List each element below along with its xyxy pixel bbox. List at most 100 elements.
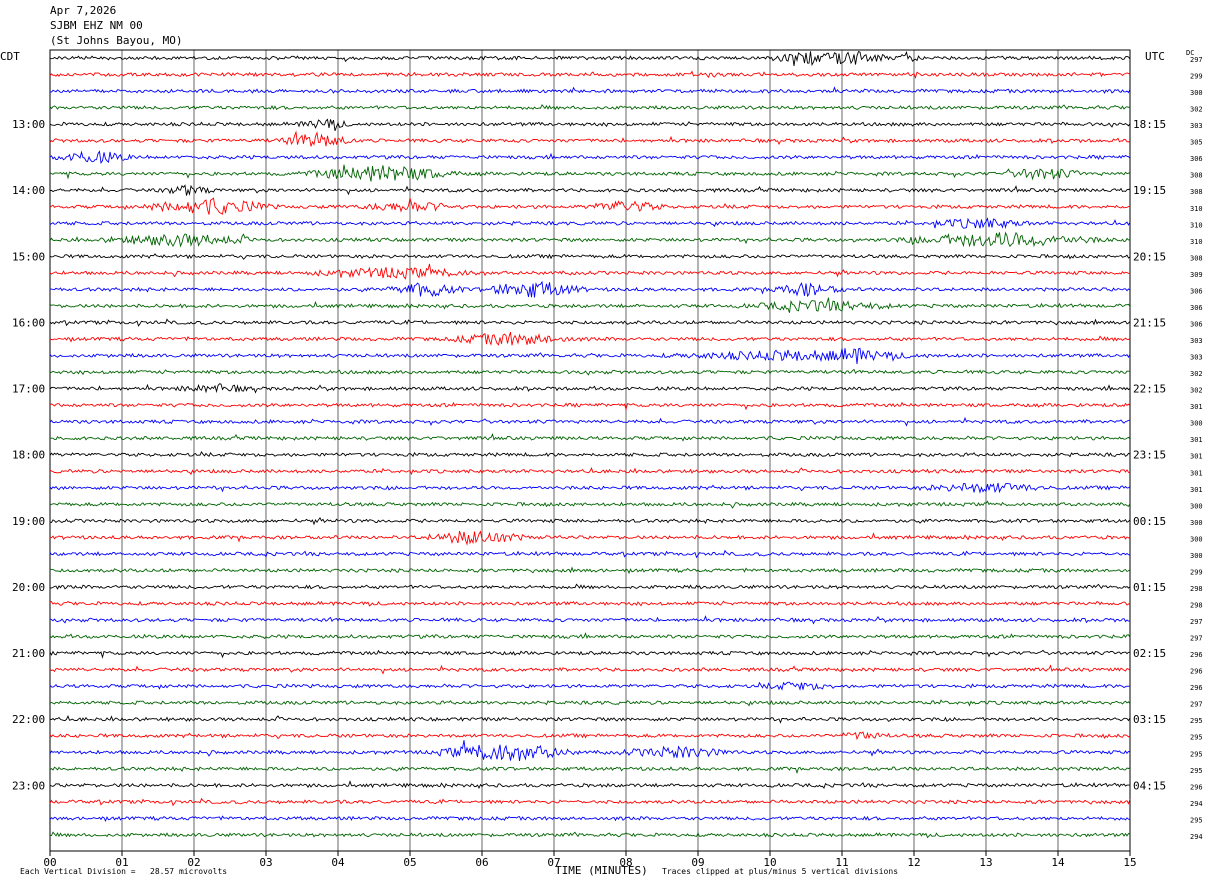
x-tick-label: 13 bbox=[979, 856, 992, 869]
x-tick-label: 08 bbox=[619, 856, 632, 869]
left-hour-label: 22:00 bbox=[12, 713, 45, 726]
plot-frame bbox=[49, 49, 1131, 852]
trace-row-4 bbox=[49, 118, 1131, 131]
clip-note: Traces clipped at plus/minus 5 vertical … bbox=[662, 867, 899, 876]
dc-offset-value: 301 bbox=[1190, 403, 1203, 411]
dc-offset-value: 295 bbox=[1190, 750, 1203, 758]
dc-offset-value: 294 bbox=[1190, 800, 1203, 808]
trace-row-3 bbox=[49, 104, 1131, 111]
left-hour-label: 20:00 bbox=[12, 581, 45, 594]
dc-offset-value: 300 bbox=[1190, 89, 1203, 97]
trace-row-2 bbox=[49, 86, 1131, 94]
dc-offset-value: 303 bbox=[1190, 337, 1203, 345]
left-hour-label: 18:00 bbox=[12, 449, 45, 462]
dc-offset-value: 295 bbox=[1190, 717, 1203, 725]
left-timezone-label: CDT bbox=[0, 50, 20, 63]
plot-date: Apr 7,2026 bbox=[50, 4, 117, 17]
trace-row-26 bbox=[49, 482, 1131, 494]
trace-row-0 bbox=[49, 50, 1131, 67]
dc-offset-value: 310 bbox=[1190, 238, 1203, 246]
trace-row-46 bbox=[49, 815, 1131, 823]
trace-row-32 bbox=[49, 583, 1131, 590]
dc-offset-value: 302 bbox=[1190, 106, 1203, 114]
dc-offset-value: 296 bbox=[1190, 651, 1203, 659]
dc-offset-value: 299 bbox=[1190, 568, 1203, 576]
right-hour-label: 01:15 bbox=[1133, 581, 1166, 594]
dc-offset-value: 310 bbox=[1190, 205, 1203, 213]
x-tick-label: 10 bbox=[763, 856, 776, 869]
trace-row-45 bbox=[49, 797, 1131, 807]
dc-offset-value: 294 bbox=[1190, 833, 1203, 841]
dc-offset-value: 300 bbox=[1190, 502, 1203, 510]
trace-row-14 bbox=[50, 280, 1131, 298]
dc-offset-value: 297 bbox=[1190, 618, 1203, 626]
x-tick-label: 11 bbox=[835, 856, 848, 869]
x-tick-label: 12 bbox=[907, 856, 920, 869]
dc-offset-value: 303 bbox=[1190, 122, 1203, 130]
dc-offset-value: 302 bbox=[1190, 387, 1203, 395]
right-hour-label: 00:15 bbox=[1133, 515, 1166, 528]
dc-offset-value: 300 bbox=[1190, 519, 1203, 527]
dc-offset-value: 306 bbox=[1190, 304, 1203, 312]
trace-row-25 bbox=[49, 467, 1131, 476]
trace-row-35 bbox=[49, 632, 1131, 640]
x-tick-label: 01 bbox=[115, 856, 128, 869]
dc-offset-value: 296 bbox=[1190, 783, 1203, 791]
trace-row-19 bbox=[49, 368, 1131, 376]
dc-offset-value: 308 bbox=[1190, 188, 1203, 196]
trace-row-20 bbox=[49, 383, 1131, 394]
dc-offset-value: 310 bbox=[1190, 221, 1203, 229]
left-hour-label: 19:00 bbox=[12, 515, 45, 528]
trace-row-43 bbox=[49, 766, 1131, 775]
dc-offset-value: 306 bbox=[1190, 320, 1203, 328]
dc-offset-value: 301 bbox=[1190, 486, 1203, 494]
trace-row-41 bbox=[49, 731, 1131, 741]
trace-row-27 bbox=[49, 500, 1131, 509]
dc-offset-value: 295 bbox=[1190, 816, 1203, 824]
trace-row-9 bbox=[49, 197, 1131, 215]
trace-row-7 bbox=[49, 164, 1131, 182]
trace-row-33 bbox=[49, 600, 1131, 607]
trace-row-29 bbox=[50, 530, 1131, 546]
trace-row-42 bbox=[49, 740, 1131, 761]
dc-offset-value: 309 bbox=[1190, 271, 1203, 279]
trace-row-30 bbox=[49, 549, 1131, 559]
trace-row-37 bbox=[49, 664, 1131, 675]
dc-offset-value: 299 bbox=[1190, 73, 1203, 81]
dc-offset-value: 303 bbox=[1190, 354, 1203, 362]
right-hour-label: 19:15 bbox=[1133, 184, 1166, 197]
dc-offset-value: 298 bbox=[1190, 585, 1203, 593]
dc-offset-value: 300 bbox=[1190, 420, 1203, 428]
dc-offset-value: 308 bbox=[1190, 254, 1203, 262]
trace-row-8 bbox=[49, 184, 1131, 196]
x-tick-label: 14 bbox=[1051, 856, 1065, 869]
trace-row-11 bbox=[49, 231, 1131, 248]
right-hour-label: 18:15 bbox=[1133, 118, 1166, 131]
left-hour-label: 17:00 bbox=[12, 383, 45, 396]
x-tick-label: 05 bbox=[403, 856, 416, 869]
x-axis-label: TIME (MINUTES) bbox=[555, 864, 648, 877]
left-hour-label: 21:00 bbox=[12, 647, 45, 660]
dc-offset-value: 297 bbox=[1190, 701, 1203, 709]
right-hour-label: 23:15 bbox=[1133, 449, 1166, 462]
right-hour-label: 02:15 bbox=[1133, 647, 1166, 660]
dc-offset-value: 306 bbox=[1190, 287, 1203, 295]
right-hour-label: 04:15 bbox=[1133, 779, 1166, 792]
dc-offset-value: 301 bbox=[1190, 453, 1203, 461]
dc-offset-value: 302 bbox=[1190, 370, 1203, 378]
dc-offset-value: 295 bbox=[1190, 734, 1203, 742]
trace-row-15 bbox=[49, 297, 1131, 313]
station-code: SJBM EHZ NM 00 bbox=[50, 19, 143, 32]
dc-offset-value: 298 bbox=[1190, 601, 1203, 609]
x-tick-label: 07 bbox=[547, 856, 560, 869]
left-hour-label: 14:00 bbox=[12, 184, 45, 197]
station-location: (St Johns Bayou, MO) bbox=[50, 34, 183, 47]
x-tick-label: 09 bbox=[691, 856, 704, 869]
x-tick-label: 04 bbox=[331, 856, 345, 869]
right-hour-label: 21:15 bbox=[1133, 316, 1166, 329]
x-tick-label: 15 bbox=[1123, 856, 1136, 869]
x-tick-label: 06 bbox=[475, 856, 488, 869]
trace-row-47 bbox=[49, 831, 1131, 839]
dc-offset-value: 306 bbox=[1190, 155, 1203, 163]
